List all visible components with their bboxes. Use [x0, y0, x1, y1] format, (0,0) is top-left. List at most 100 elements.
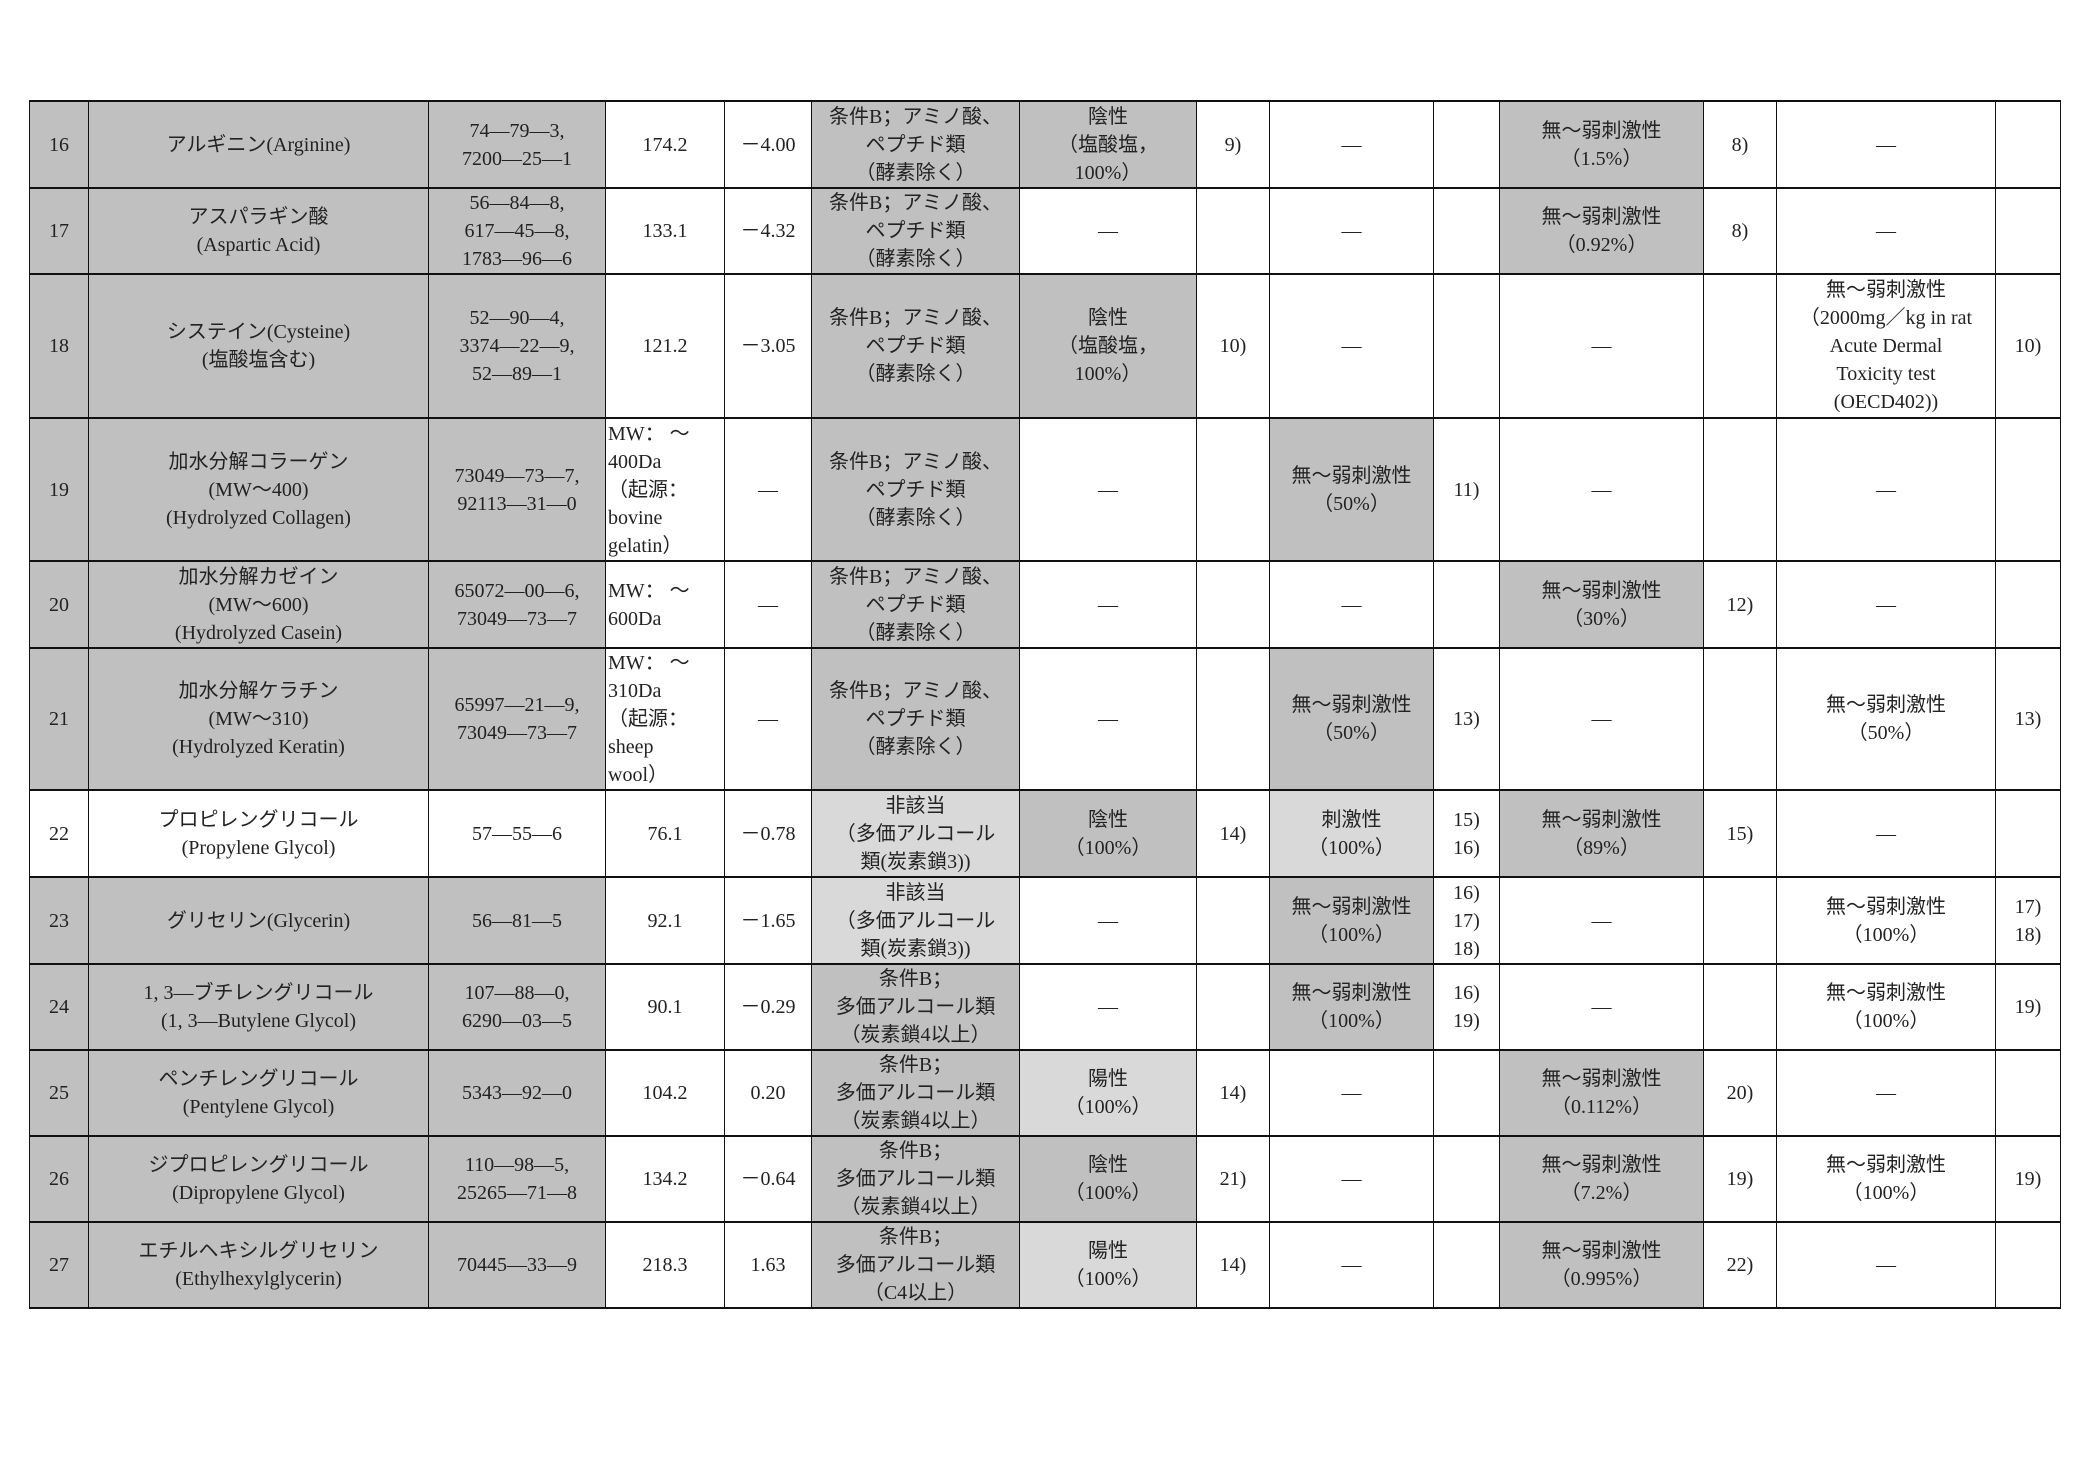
category-cell: 条件B； 多価アルコール類 （C4以上）: [811, 1221, 1020, 1309]
result-a-cell: —: [1019, 876, 1197, 965]
result-b-cell: 無～弱刺激性 （50%）: [1269, 647, 1434, 791]
ref-a-cell: [1196, 560, 1270, 649]
category-cell: 条件B；アミノ酸、 ペプチド類 （酵素除く）: [811, 100, 1020, 189]
result-b-cell: —: [1269, 1221, 1434, 1309]
result-a-cell: —: [1019, 647, 1197, 791]
cas-number-cell: 57—55—6: [428, 789, 606, 878]
ref-c-cell: 15): [1703, 789, 1777, 878]
result-c-cell: 無～弱刺激性 （0.112%）: [1499, 1049, 1704, 1137]
molecular-weight-cell: 134.2: [605, 1135, 725, 1223]
row-number-cell: 24: [29, 963, 89, 1051]
table-row: 17 アスパラギン酸 (Aspartic Acid) 56—84—8, 617—45…: [29, 187, 2061, 275]
log-pow-cell: －4.32: [724, 187, 812, 275]
table-row: 22 プロピレングリコール (Propylene Glycol) 57—55—6 76…: [29, 789, 2061, 878]
ref-d-cell: [1995, 417, 2061, 562]
log-pow-cell: —: [724, 417, 812, 562]
category-cell: 非該当 （多価アルコール 類(炭素鎖3)): [811, 789, 1020, 878]
row-number-cell: 21: [29, 647, 89, 791]
ref-c-cell: 12): [1703, 560, 1777, 649]
log-pow-cell: 0.20: [724, 1049, 812, 1137]
ingredient-name-cell: グリセリン(Glycerin): [88, 876, 429, 965]
log-pow-cell: －4.00: [724, 100, 812, 189]
category-cell: 条件B；アミノ酸、 ペプチド類 （酵素除く）: [811, 187, 1020, 275]
ref-c-cell: [1703, 417, 1777, 562]
result-d-cell: 無～弱刺激性 （100%）: [1776, 876, 1996, 965]
ingredient-name-cell: 加水分解コラーゲン (MW～400) (Hydrolyzed Collagen): [88, 417, 429, 562]
result-b-cell: 無～弱刺激性 （100%）: [1269, 876, 1434, 965]
ref-a-cell: 21): [1196, 1135, 1270, 1223]
ref-b-cell: 11): [1433, 417, 1500, 562]
category-cell: 条件B； 多価アルコール類 （炭素鎖4以上）: [811, 1135, 1020, 1223]
result-b-cell: —: [1269, 187, 1434, 275]
ref-d-cell: [1995, 187, 2061, 275]
result-d-cell: 無～弱刺激性 （50%）: [1776, 647, 1996, 791]
ingredient-name-cell: 加水分解カゼイン (MW～600) (Hydrolyzed Casein): [88, 560, 429, 649]
cas-number-cell: 56—81—5: [428, 876, 606, 965]
ref-d-cell: [1995, 789, 2061, 878]
molecular-weight-cell: MW： ～ 310Da （起源： sheep wool）: [605, 647, 725, 791]
result-d-cell: —: [1776, 1221, 1996, 1309]
molecular-weight-cell: 174.2: [605, 100, 725, 189]
cas-number-cell: 52—90—4, 3374—22—9, 52—89—1: [428, 273, 606, 419]
result-d-cell: —: [1776, 1049, 1996, 1137]
molecular-weight-cell: 218.3: [605, 1221, 725, 1309]
ref-c-cell: [1703, 963, 1777, 1051]
ref-c-cell: [1703, 273, 1777, 419]
cas-number-cell: 73049—73—7, 92113—31—0: [428, 417, 606, 562]
category-cell: 条件B；アミノ酸、 ペプチド類 （酵素除く）: [811, 647, 1020, 791]
ref-b-cell: 13): [1433, 647, 1500, 791]
ingredient-name-cell: プロピレングリコール (Propylene Glycol): [88, 789, 429, 878]
row-number-cell: 27: [29, 1221, 89, 1309]
log-pow-cell: －1.65: [724, 876, 812, 965]
result-b-cell: —: [1269, 100, 1434, 189]
table-row: 26 ジプロピレングリコール (Dipropylene Glycol) 110—98…: [29, 1135, 2061, 1223]
result-d-cell: —: [1776, 789, 1996, 878]
table-row: 18 システイン(Cysteine) (塩酸塩含む) 52—90—4, 3374—2…: [29, 273, 2061, 419]
ref-a-cell: [1196, 417, 1270, 562]
ref-b-cell: 16) 17) 18): [1433, 876, 1500, 965]
ref-c-cell: 22): [1703, 1221, 1777, 1309]
table-row: 27 エチルヘキシルグリセリン (Ethylhexylglycerin) 70445…: [29, 1221, 2061, 1309]
ref-c-cell: 8): [1703, 187, 1777, 275]
result-d-cell: 無～弱刺激性 （2000mg／kg in rat Acute Dermal To…: [1776, 273, 1996, 419]
result-d-cell: —: [1776, 187, 1996, 275]
ingredient-name-cell: システイン(Cysteine) (塩酸塩含む): [88, 273, 429, 419]
ref-a-cell: [1196, 647, 1270, 791]
row-number-cell: 26: [29, 1135, 89, 1223]
row-number-cell: 18: [29, 273, 89, 419]
ref-d-cell: [1995, 1049, 2061, 1137]
ref-c-cell: [1703, 876, 1777, 965]
row-number-cell: 16: [29, 100, 89, 189]
ingredient-name-cell: 加水分解ケラチン (MW～310) (Hydrolyzed Keratin): [88, 647, 429, 791]
log-pow-cell: －0.78: [724, 789, 812, 878]
cas-number-cell: 110—98—5, 25265—71—8: [428, 1135, 606, 1223]
ref-c-cell: [1703, 647, 1777, 791]
molecular-weight-cell: 90.1: [605, 963, 725, 1051]
result-c-cell: 無～弱刺激性 （30%）: [1499, 560, 1704, 649]
ref-b-cell: [1433, 1049, 1500, 1137]
log-pow-cell: －0.29: [724, 963, 812, 1051]
row-number-cell: 22: [29, 789, 89, 878]
result-d-cell: —: [1776, 560, 1996, 649]
ref-a-cell: [1196, 876, 1270, 965]
result-a-cell: —: [1019, 560, 1197, 649]
result-c-cell: —: [1499, 647, 1704, 791]
ref-b-cell: [1433, 273, 1500, 419]
log-pow-cell: －3.05: [724, 273, 812, 419]
result-a-cell: 陰性 （塩酸塩， 100%）: [1019, 273, 1197, 419]
category-cell: 条件B； 多価アルコール類 （炭素鎖4以上）: [811, 1049, 1020, 1137]
molecular-weight-cell: MW： ～ 400Da （起源： bovine gelatin）: [605, 417, 725, 562]
row-number-cell: 20: [29, 560, 89, 649]
category-cell: 条件B；アミノ酸、 ペプチド類 （酵素除く）: [811, 560, 1020, 649]
molecular-weight-cell: 133.1: [605, 187, 725, 275]
ingredient-name-cell: ジプロピレングリコール (Dipropylene Glycol): [88, 1135, 429, 1223]
ref-c-cell: 19): [1703, 1135, 1777, 1223]
molecular-weight-cell: 104.2: [605, 1049, 725, 1137]
ref-a-cell: [1196, 963, 1270, 1051]
row-number-cell: 17: [29, 187, 89, 275]
ref-c-cell: 20): [1703, 1049, 1777, 1137]
result-c-cell: 無～弱刺激性 （0.995%）: [1499, 1221, 1704, 1309]
result-c-cell: 無～弱刺激性 （7.2%）: [1499, 1135, 1704, 1223]
cas-number-cell: 74—79—3, 7200—25—1: [428, 100, 606, 189]
result-b-cell: —: [1269, 1049, 1434, 1137]
